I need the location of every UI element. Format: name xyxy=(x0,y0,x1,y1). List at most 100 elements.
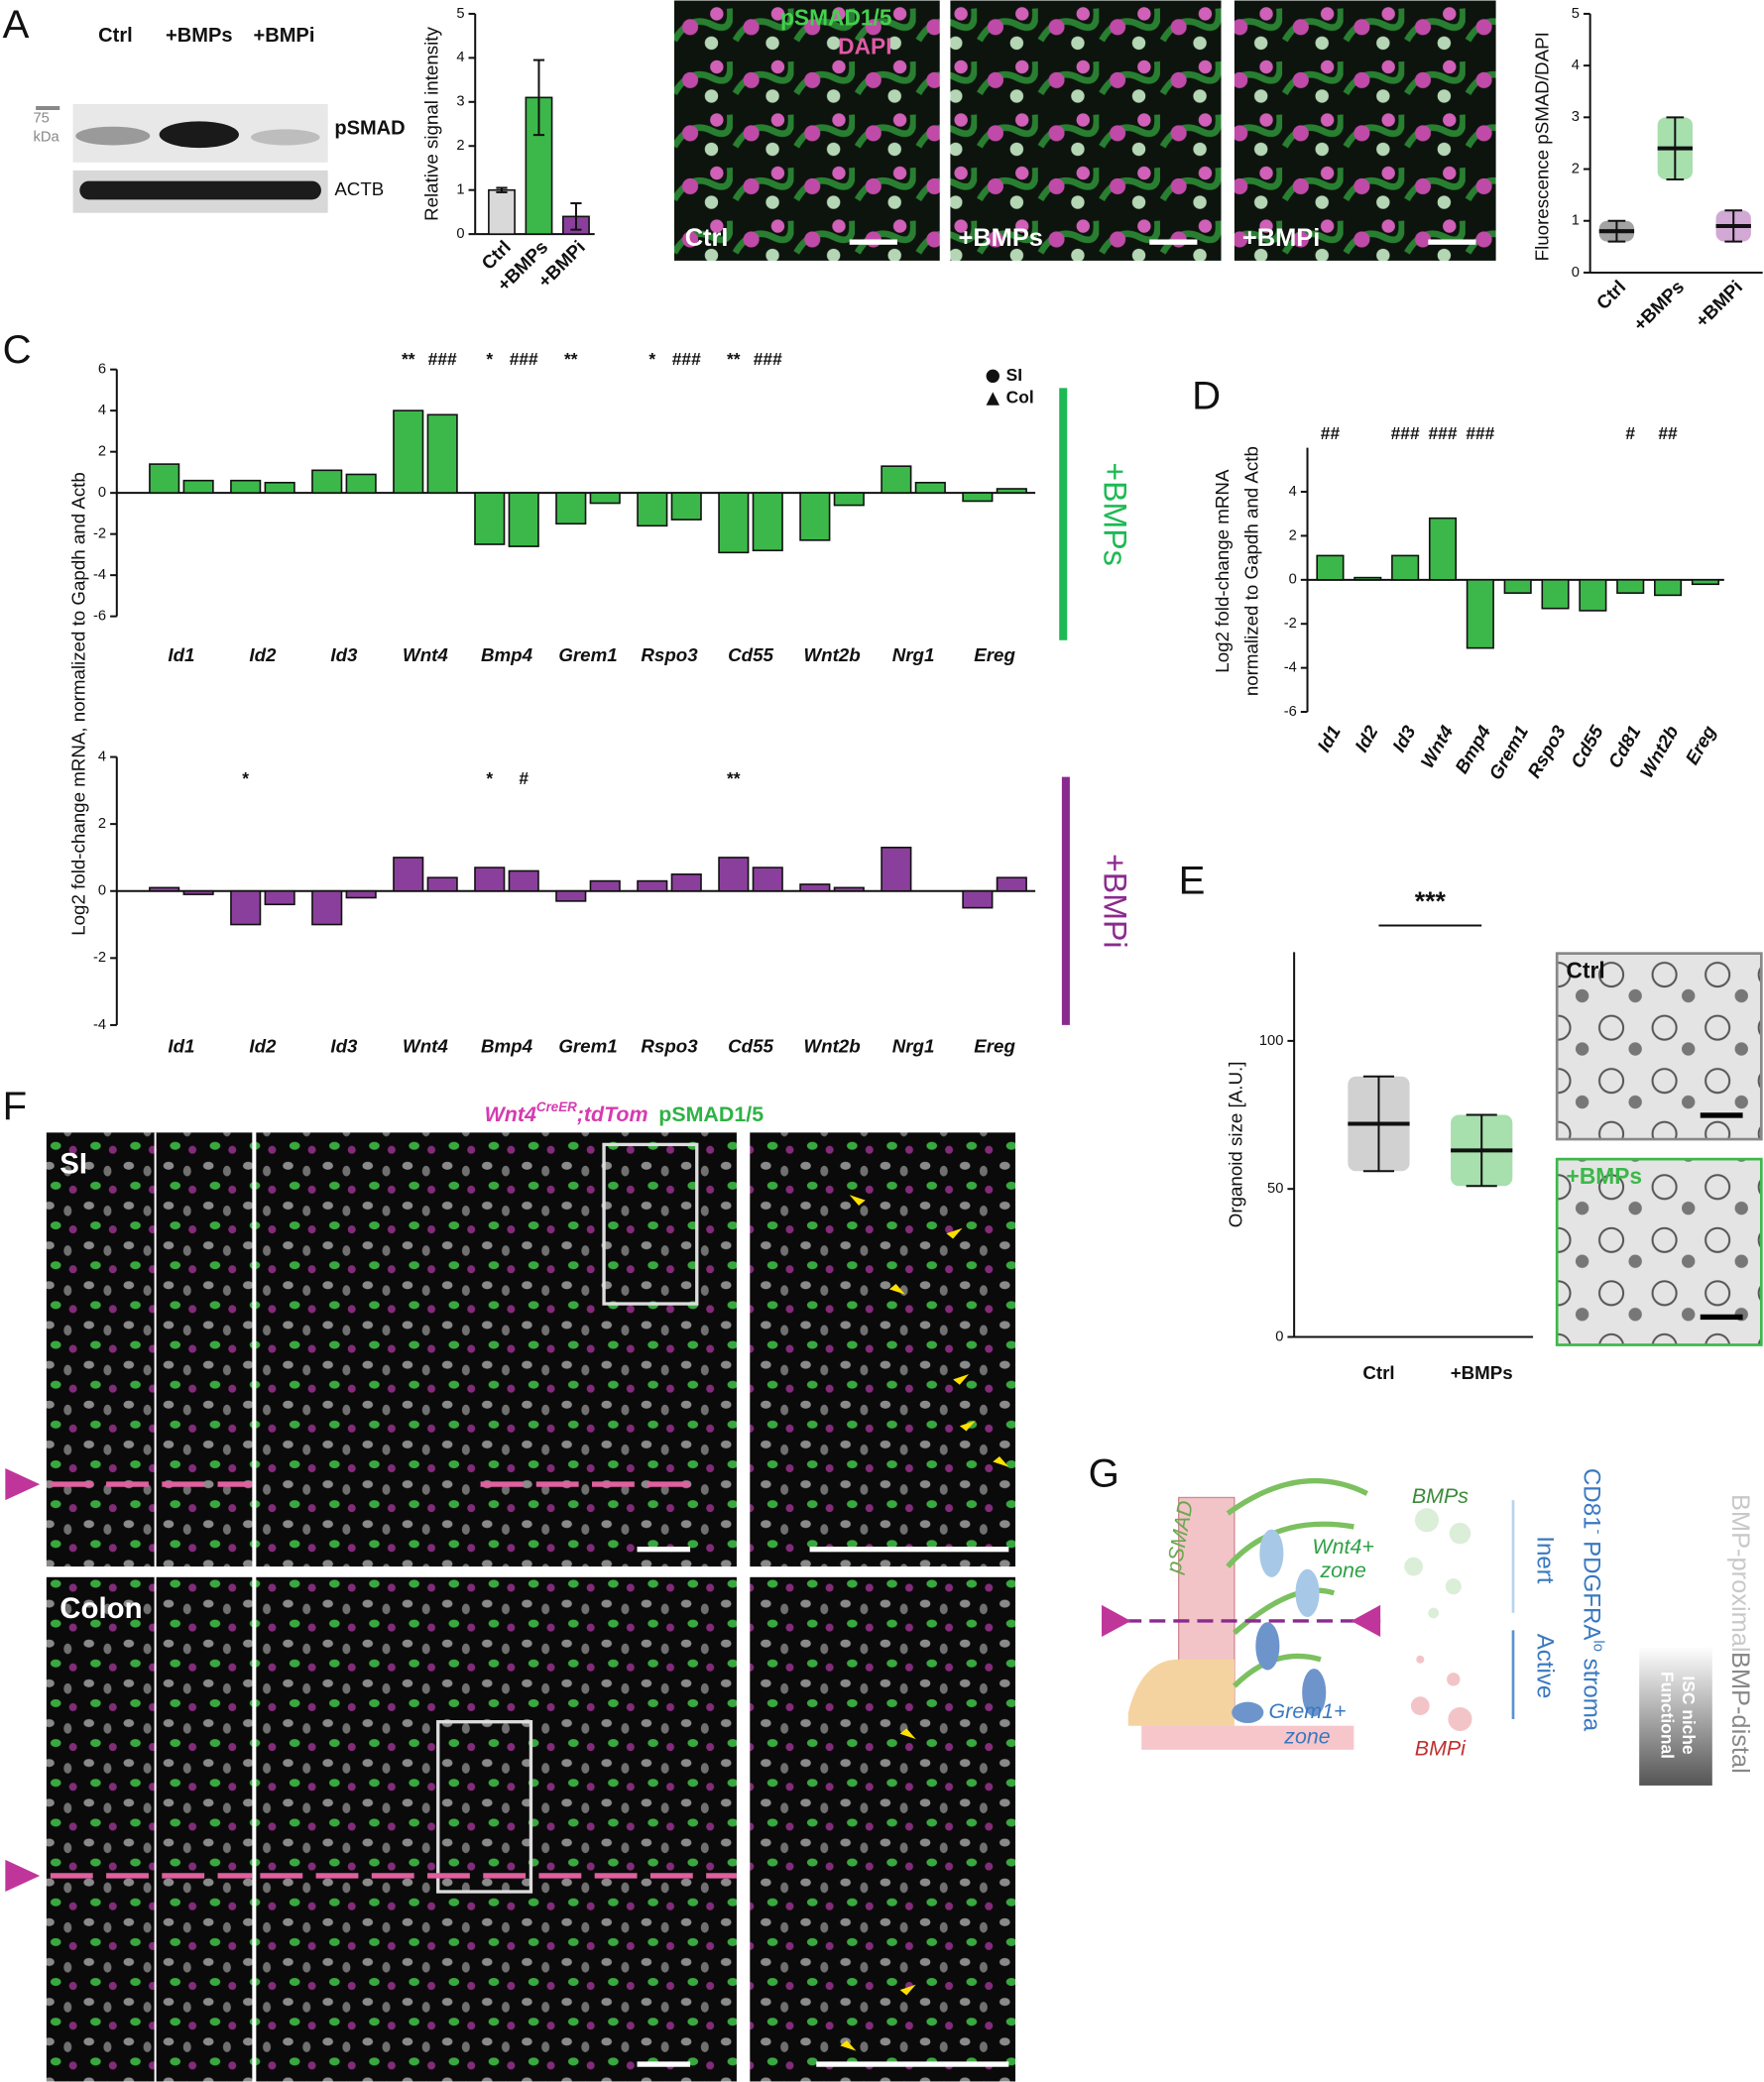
y-axis-label: Log2 fold-change mRNA, normalized to Gap… xyxy=(67,472,88,936)
x-tick-label: Id2 xyxy=(249,644,277,665)
x-tick-label: Ereg xyxy=(974,1036,1015,1057)
stroma-label: CD81- PDGFRAlo stroma xyxy=(1578,1468,1606,1732)
x-tick-label: Id2 xyxy=(249,1036,277,1057)
x-tick-label: Rspo3 xyxy=(641,644,698,665)
legend-label: SI xyxy=(1006,365,1022,385)
y-tick-label: 2 xyxy=(456,138,464,154)
tissue-image xyxy=(256,1576,737,2082)
lane-label: Ctrl xyxy=(98,25,133,47)
y-tick-label: 1 xyxy=(1572,213,1580,229)
lane-label: +BMPi xyxy=(254,25,315,47)
y-tick-label: 4 xyxy=(98,749,106,764)
blot-band xyxy=(79,180,321,200)
x-tick-label: Id1 xyxy=(168,1036,194,1057)
x-tick-label: Bmp4 xyxy=(481,644,533,665)
x-tick-label: Id1 xyxy=(168,644,194,665)
bar xyxy=(799,883,831,892)
y-axis-label: Organoid size [A.U.] xyxy=(1226,1062,1246,1228)
x-tick-label: Id2 xyxy=(1351,722,1382,755)
micrograph xyxy=(1234,0,1496,261)
x-tick-label: Wnt2b xyxy=(1636,722,1683,781)
bar xyxy=(962,889,994,909)
panel-label: A xyxy=(3,2,30,47)
axis-label: BMP-proximal xyxy=(1726,1494,1754,1653)
zone-label: zone xyxy=(1283,1724,1331,1748)
significance: ### xyxy=(672,349,701,369)
micrograph xyxy=(950,0,1222,261)
bar xyxy=(393,409,424,494)
row-label: SI xyxy=(59,1148,87,1181)
condition-label: Ctrl xyxy=(685,224,729,252)
x-tick-label: Grem1 xyxy=(558,1036,617,1057)
x-tick-label: Id3 xyxy=(1388,722,1420,755)
bar xyxy=(182,479,214,494)
inhibitor-label: BMPi xyxy=(1415,1736,1467,1760)
y-tick-label: 0 xyxy=(1572,265,1580,281)
significance: ** xyxy=(727,349,741,369)
arrowhead xyxy=(5,1468,41,1501)
significance: ## xyxy=(1321,423,1341,443)
x-tick-label: Ctrl xyxy=(1592,276,1630,313)
panel-label: D xyxy=(1192,374,1221,418)
bar xyxy=(345,889,377,899)
bar xyxy=(718,492,750,554)
y-tick-label: -2 xyxy=(93,950,106,966)
y-tick-label: 3 xyxy=(456,94,464,110)
blot-band xyxy=(159,121,239,149)
x-tick-label: Rspo3 xyxy=(1523,722,1570,782)
niche-label: Functional xyxy=(1657,1672,1677,1759)
reporter-rest: ;tdTom xyxy=(577,1102,648,1126)
x-tick-label: Rspo3 xyxy=(641,1036,698,1057)
significance: ### xyxy=(1391,423,1420,443)
x-tick-label: Ctrl xyxy=(1362,1362,1394,1383)
band-label: pSMAD xyxy=(334,118,405,140)
bar xyxy=(1353,576,1382,581)
bar xyxy=(1541,579,1570,610)
y-tick-label: -4 xyxy=(93,1017,106,1033)
significance: * xyxy=(648,349,655,369)
bar xyxy=(311,469,343,494)
bar xyxy=(426,876,458,892)
scale-bar xyxy=(1700,1112,1743,1118)
bar xyxy=(914,481,946,494)
bar xyxy=(149,886,180,892)
lane-label: +BMPs xyxy=(166,25,232,47)
bar xyxy=(555,889,587,902)
inset-box xyxy=(436,1720,533,1894)
x-tick-label: Id3 xyxy=(330,1036,358,1057)
bar xyxy=(718,857,750,892)
y-axis-label: Relative signal intensity xyxy=(420,27,441,221)
stroma-part: lo xyxy=(1590,1640,1606,1651)
y-tick-label: 5 xyxy=(456,6,464,22)
bar xyxy=(1654,579,1683,597)
scale-bar xyxy=(849,239,897,245)
bar xyxy=(589,492,621,505)
stroma-part: PDGFRA xyxy=(1578,1534,1604,1641)
niche-label: ISC niche xyxy=(1679,1676,1699,1755)
significance: ### xyxy=(1466,423,1494,443)
y-tick-label: 4 xyxy=(98,403,106,418)
ligand-label: BMPs xyxy=(1412,1484,1469,1508)
reporter: Wnt4 xyxy=(485,1102,536,1126)
bar xyxy=(996,488,1027,494)
tissue-image xyxy=(750,1576,1016,2082)
reporter-sup: CreER xyxy=(536,1099,577,1113)
stroma-part: - xyxy=(1590,1529,1606,1534)
y-tick-label: 4 xyxy=(1572,58,1580,73)
legend-marker xyxy=(986,392,1000,405)
y-tick-label: 3 xyxy=(1572,109,1580,125)
scale-bar xyxy=(1700,1314,1743,1321)
legend-marker xyxy=(986,369,1000,384)
bar xyxy=(508,869,539,892)
y-tick-label: 4 xyxy=(1289,484,1297,500)
bar xyxy=(426,413,458,494)
significance: ### xyxy=(754,349,782,369)
bar xyxy=(393,857,424,892)
zone-label: Wnt4+ xyxy=(1312,1535,1373,1559)
y-tick-label: 0 xyxy=(98,883,106,899)
marker-label: 75 xyxy=(33,111,49,127)
organoid-image xyxy=(1555,1157,1763,1346)
significance: ### xyxy=(510,349,538,369)
bar xyxy=(230,479,262,494)
